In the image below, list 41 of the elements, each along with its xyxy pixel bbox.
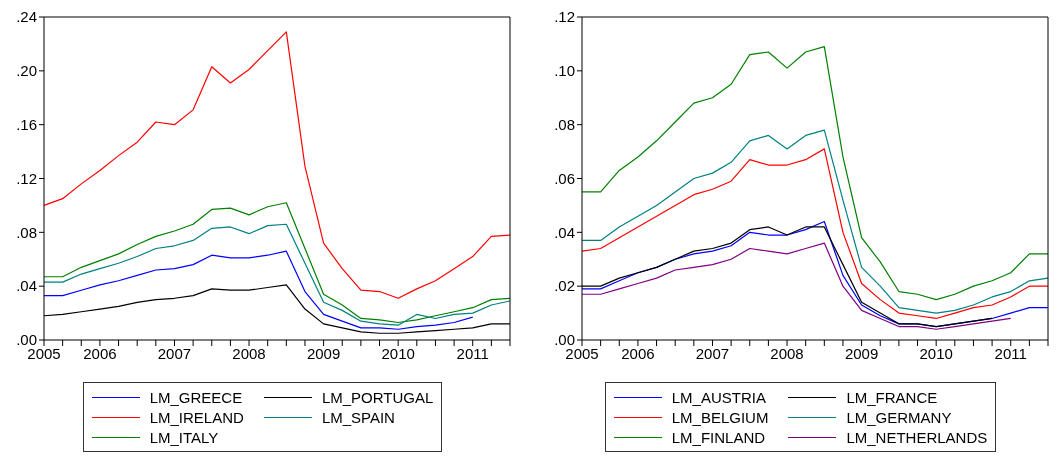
x-tick-label: 2010 (381, 344, 415, 362)
legend-label: LM_ITALY (149, 428, 219, 446)
legend-label: LM_NETHERLANDS (846, 428, 988, 446)
x-tick-label: 2010 (919, 344, 953, 362)
legend-label: LM_GERMANY (846, 408, 952, 426)
legend-label: LM_IRELAND (149, 408, 244, 426)
x-tick-label: 2008 (232, 344, 266, 362)
y-tick-label: .04 (554, 223, 575, 241)
legend-label: LM_PORTUGAL (321, 388, 434, 406)
legend-label: LM_BELGIUM (671, 408, 769, 426)
line-series (43, 202, 511, 324)
legend-label: LM_GREECE (149, 388, 243, 406)
x-tick-label: 2011 (456, 344, 489, 362)
legend-label: LM_AUSTRIA (671, 388, 766, 406)
y-tick-label: .12 (554, 8, 575, 26)
x-tick-label: 2008 (770, 344, 804, 362)
y-tick-label: .08 (16, 223, 37, 241)
line-series (581, 242, 1012, 330)
y-tick-label: .24 (16, 8, 37, 26)
x-tick-label: 2011 (994, 344, 1027, 362)
y-tick-label: .16 (16, 115, 37, 133)
line-series (581, 46, 1049, 301)
x-tick-label: 2009 (306, 344, 341, 362)
legend-label: LM_FRANCE (846, 388, 938, 406)
y-tick-label: .08 (554, 115, 575, 133)
legend-label: LM_SPAIN (321, 408, 395, 426)
x-tick-label: 2006 (621, 344, 655, 362)
y-tick-label: .20 (16, 62, 37, 80)
x-tick-label: 2009 (844, 344, 879, 362)
y-tick-label: .12 (16, 169, 37, 187)
y-tick-label: .10 (554, 62, 575, 80)
legend-label: LM_FINLAND (671, 428, 766, 446)
y-tick-label: .02 (554, 277, 575, 295)
x-tick-label: 2007 (695, 344, 730, 362)
line-series (43, 250, 474, 330)
x-tick-label: 2006 (83, 344, 117, 362)
line-series (43, 31, 511, 299)
y-tick-label: .06 (554, 169, 575, 187)
line-series (43, 223, 511, 326)
x-tick-label: 2007 (157, 344, 192, 362)
y-tick-label: .04 (16, 277, 37, 295)
